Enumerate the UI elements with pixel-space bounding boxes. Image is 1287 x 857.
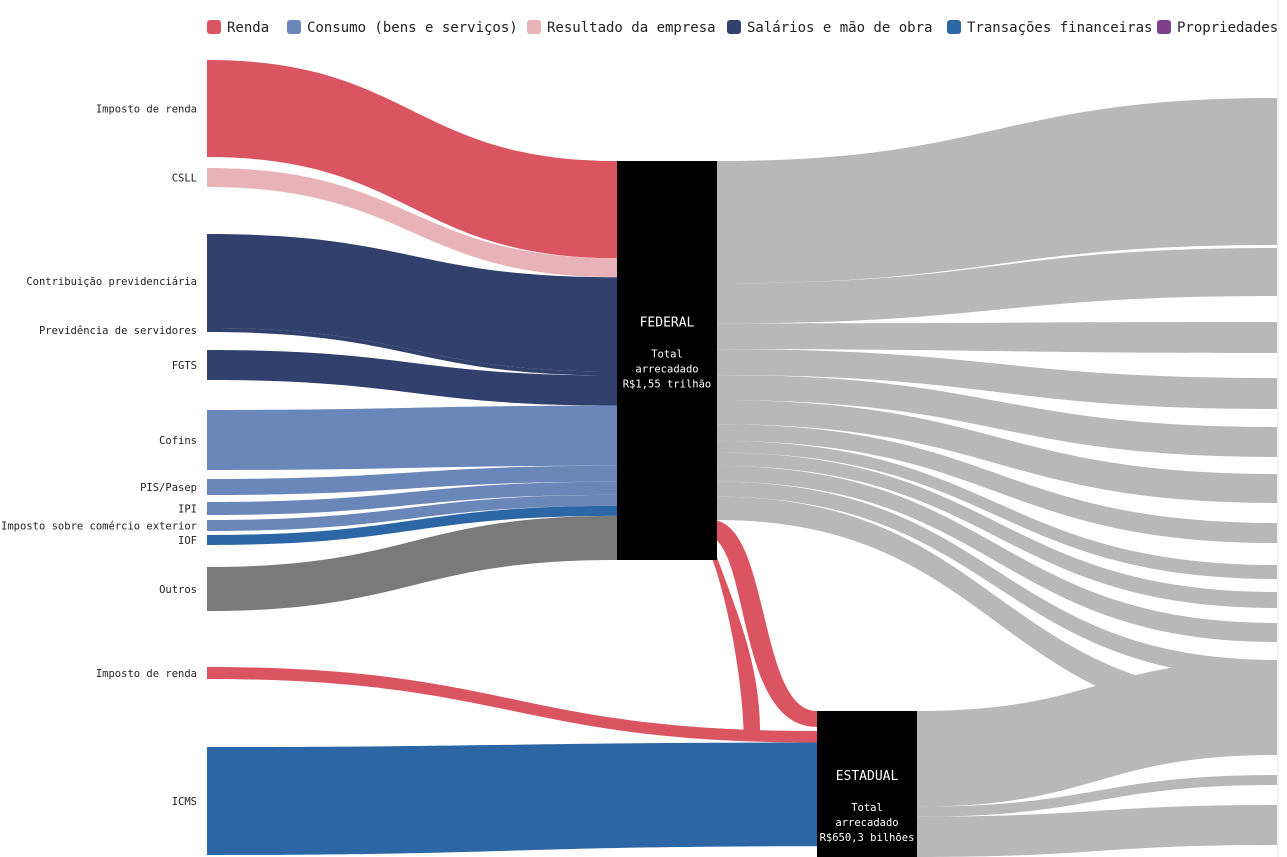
- source-label: Cofins: [159, 435, 197, 447]
- federal-node-title: FEDERAL: [640, 316, 695, 331]
- source-ribbon: [207, 742, 817, 855]
- source-ribbon: [207, 667, 817, 743]
- legend: Renda Consumo (bens e serviços) Resultado …: [207, 20, 1278, 36]
- legend-item: Resultado da empresa: [527, 20, 716, 36]
- legend-label: Transações financeiras: [967, 20, 1152, 36]
- estadual-node-subtitle: Total: [851, 802, 883, 814]
- legend-item: Transações financeiras: [947, 20, 1152, 36]
- source-ribbon: [207, 505, 617, 545]
- source-label: Contribuição previdenciária: [26, 276, 197, 288]
- outflow-ribbon: [717, 98, 1277, 284]
- source-ribbon: [207, 465, 617, 495]
- source-ribbon: [207, 515, 617, 611]
- legend-item: Salários e mão de obra: [727, 20, 932, 36]
- nodes: FEDERAL Total arrecadado R$1,55 trilhão ESTA…: [617, 161, 917, 857]
- outflow-ribbon: [917, 805, 1277, 857]
- source-label: Imposto sobre comércio exterior: [1, 521, 197, 533]
- outflow-ribbon: [717, 349, 1277, 409]
- outflow-ribbon: [717, 440, 1277, 579]
- source-ribbon: [207, 328, 617, 376]
- source-ribbons: [207, 60, 817, 855]
- source-ribbon: [207, 494, 617, 531]
- outflow-ribbon: [717, 481, 1277, 678]
- transfer-ribbon: [711, 540, 761, 740]
- legend-label: Consumo (bens e serviços): [307, 20, 518, 36]
- legend-item: Consumo (bens e serviços): [287, 20, 518, 36]
- source-ribbon: [207, 350, 617, 406]
- transfer-ribbon: [711, 520, 817, 727]
- source-ribbon: [207, 234, 617, 372]
- legend-swatch: [727, 20, 741, 34]
- legend-label: Resultado da empresa: [547, 20, 716, 36]
- source-ribbon: [207, 60, 617, 259]
- transfer-ribbons: [711, 520, 817, 740]
- source-ribbon: [207, 481, 617, 515]
- federal-node-box: [617, 161, 717, 560]
- legend-swatch: [1157, 20, 1171, 34]
- estadual-node-title: ESTADUAL: [836, 769, 899, 784]
- legend-item: Propriedades: [1157, 20, 1278, 36]
- outflow-ribbon: [917, 775, 1277, 817]
- source-label: Previdência de servidores: [39, 325, 197, 337]
- outflow-ribbon: [717, 248, 1277, 324]
- source-label: ICMS: [172, 796, 197, 808]
- estadual-node: ESTADUAL Total arrecadado R$650,3 bilhões: [817, 711, 917, 857]
- outflow-ribbon: [717, 400, 1277, 503]
- source-label: IPI: [178, 504, 197, 516]
- federal-node-subtitle: R$1,55 trilhão: [623, 379, 712, 391]
- legend-item: Renda: [207, 20, 269, 36]
- source-label: Outros: [159, 584, 197, 596]
- estadual-node-subtitle: arrecadado: [835, 817, 898, 829]
- estadual-node-subtitle: R$650,3 bilhões: [820, 832, 915, 844]
- outflow-ribbon: [717, 424, 1277, 543]
- outflow-ribbons: [717, 98, 1277, 857]
- outflow-ribbon: [717, 322, 1277, 353]
- source-label: CSLL: [172, 173, 197, 185]
- federal-node-subtitle: arrecadado: [635, 364, 698, 376]
- source-label: IOF: [178, 535, 197, 547]
- outflow-ribbon: [717, 465, 1277, 642]
- legend-swatch: [287, 20, 301, 34]
- legend-label: Propriedades: [1177, 20, 1278, 36]
- source-labels: Imposto de renda CSLL Contribuição previde…: [1, 104, 197, 809]
- outflow-ribbon: [917, 660, 1277, 807]
- federal-node-subtitle: Total: [651, 349, 683, 361]
- source-label: Imposto de renda: [96, 668, 197, 680]
- outflow-ribbon: [717, 375, 1277, 457]
- source-label: Imposto de renda: [96, 104, 197, 116]
- outflow-ribbon: [717, 496, 1277, 725]
- legend-label: Renda: [227, 20, 269, 36]
- federal-node: FEDERAL Total arrecadado R$1,55 trilhão: [617, 161, 717, 560]
- legend-swatch: [527, 20, 541, 34]
- legend-swatch: [207, 20, 221, 34]
- estadual-node-box: [817, 711, 917, 857]
- source-label: PIS/Pasep: [140, 482, 197, 494]
- legend-label: Salários e mão de obra: [747, 20, 932, 36]
- outflow-ribbon: [717, 452, 1277, 608]
- legend-swatch: [947, 20, 961, 34]
- source-label: FGTS: [172, 360, 197, 372]
- source-ribbon: [207, 168, 617, 278]
- source-ribbon: [207, 405, 617, 470]
